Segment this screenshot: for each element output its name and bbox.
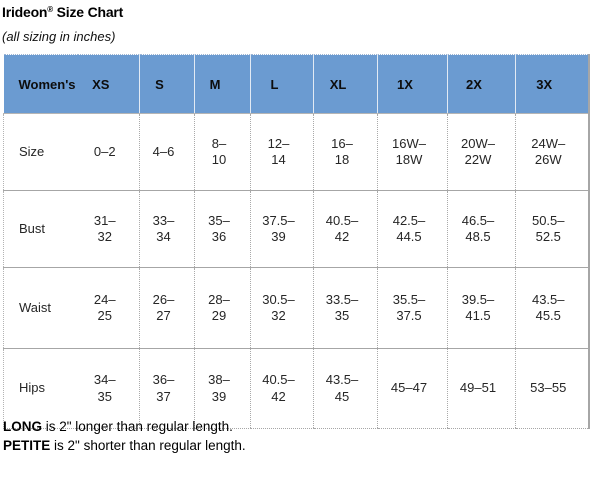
header-cell-xs: XS [77,54,140,114]
value-cell: 12– 14 [250,113,314,191]
header-cell-m: M [194,54,251,114]
value-cell: 40.5– 42 [313,190,378,268]
length-notes: LONG is 2" longer than regular length. P… [3,418,246,455]
value-cell: 33– 34 [139,190,195,268]
value-cell: 31– 32 [77,190,140,268]
value-cell: 40.5– 42 [250,348,314,429]
header-cell-l: L [250,54,314,114]
value-cell: 39.5– 41.5 [447,267,516,349]
header-cell-1x: 1X [377,54,448,114]
value-cell: 34– 35 [77,348,140,429]
header-cell-2x: 2X [447,54,516,114]
value-cell: 46.5– 48.5 [447,190,516,268]
value-cell: 33.5– 35 [313,267,378,349]
value-cell: 24W– 26W [515,113,590,191]
header-cell-s: S [139,54,195,114]
value-cell: 37.5– 39 [250,190,314,268]
header-cell-xl: XL [313,54,378,114]
table-row-size: Size 0–2 4–6 8– 10 12– 14 16– 18 16W– 18… [3,113,590,191]
value-cell: 16– 18 [313,113,378,191]
note-petite-keyword: PETITE [3,437,51,453]
note-petite: PETITE is 2" shorter than regular length… [3,437,246,456]
value-cell: 26– 27 [139,267,195,349]
value-cell: 42.5– 44.5 [377,190,448,268]
table-header-row: Women's XS S M L XL 1X 2X 3X [3,54,590,114]
value-cell: 8– 10 [194,113,251,191]
value-cell: 0–2 [77,113,140,191]
value-cell: 20W– 22W [447,113,516,191]
value-cell: 43.5– 45 [313,348,378,429]
registered-trademark-symbol: ® [47,5,53,14]
value-cell: 28– 29 [194,267,251,349]
table-row-waist: Waist 24– 25 26– 27 28– 29 30.5– 32 33.5… [3,267,590,349]
value-cell: 4–6 [139,113,195,191]
value-cell: 35– 36 [194,190,251,268]
page-title-rest: Size Chart [52,4,124,20]
row-label: Hips [3,348,78,429]
value-cell: 30.5– 32 [250,267,314,349]
header-cell-womens: Women's [3,54,78,114]
value-cell: 45–47 [377,348,448,429]
value-cell: 16W– 18W [377,113,448,191]
note-long-text: is 2" longer than regular length. [42,419,233,434]
note-long-keyword: LONG [3,419,42,434]
page-subtitle: (all sizing in inches) [2,29,116,44]
note-petite-text: is 2" shorter than regular length. [50,437,246,453]
brand-name: Irideon [2,4,48,20]
row-label: Waist [3,267,78,349]
row-label: Size [3,113,78,191]
table-row-bust: Bust 31– 32 33– 34 35– 36 37.5– 39 40.5–… [3,190,590,268]
value-cell: 49–51 [447,348,516,429]
value-cell: 35.5– 37.5 [377,267,448,349]
value-cell: 53–55 [515,348,590,429]
value-cell: 36– 37 [139,348,195,429]
page-title: Irideon® Size Chart [2,4,123,20]
header-cell-3x: 3X [515,54,590,114]
table-row-hips: Hips 34– 35 36– 37 38– 39 40.5– 42 43.5–… [3,348,590,429]
size-chart-table: Women's XS S M L XL 1X 2X 3X Size 0–2 4–… [3,54,590,429]
value-cell: 50.5– 52.5 [515,190,590,268]
note-long: LONG is 2" longer than regular length. [3,418,246,437]
value-cell: 38– 39 [194,348,251,429]
row-label: Bust [3,190,78,268]
value-cell: 43.5– 45.5 [515,267,590,349]
value-cell: 24– 25 [77,267,140,349]
